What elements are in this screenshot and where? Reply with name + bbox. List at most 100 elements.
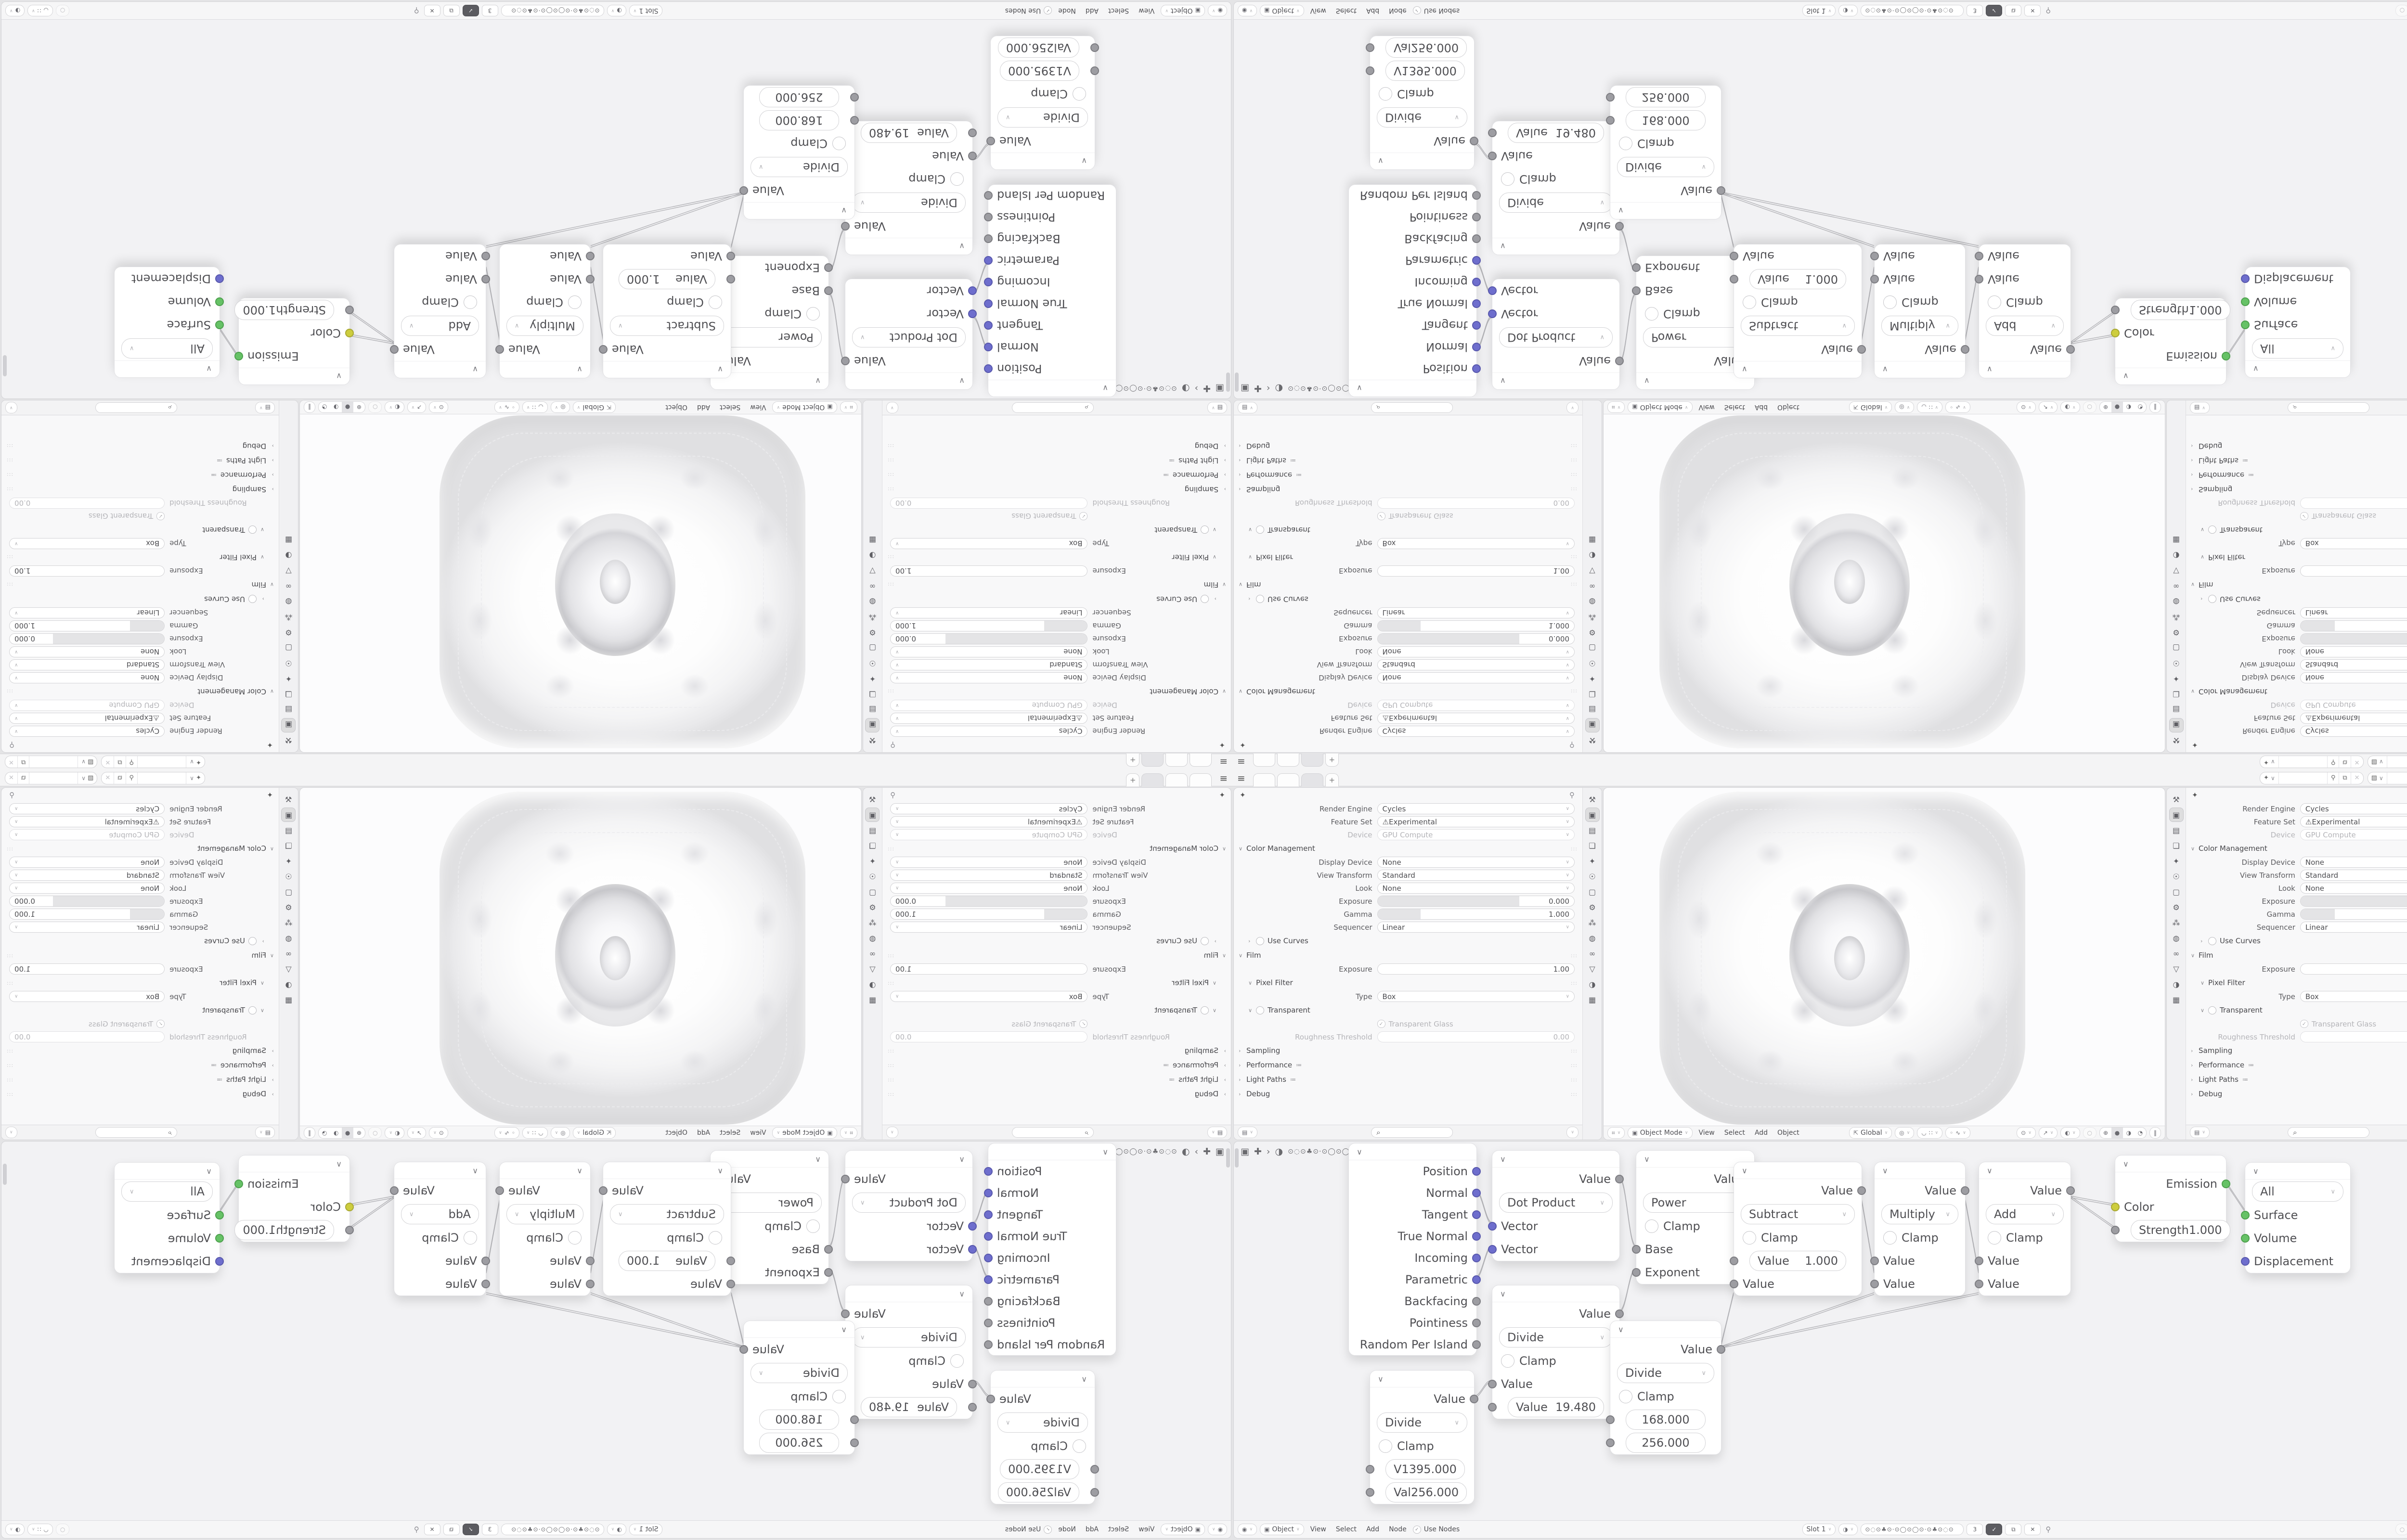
workspace-tab[interactable] [1277,773,1299,786]
preset-menu-icon[interactable]: ≔ [1163,472,1169,478]
input-socket[interactable] [824,286,833,295]
pin-icon[interactable]: ⚲ [1569,791,1575,799]
input-socket[interactable] [726,1280,735,1288]
section-color-management[interactable]: ∨Color Management::: [3,841,277,856]
output-socket[interactable] [1857,345,1866,354]
snap-dropdown[interactable]: ◡ ∷ ∨ [1917,1127,1943,1139]
overlays-dropdown[interactable]: ◑ ∨ [5,5,25,16]
section-pixel-filter[interactable]: ∨Pixel Filter::: [2188,975,2407,990]
select-sequencer[interactable]: Linear∨ [1377,922,1575,933]
properties-tab-8[interactable]: ⁂ [1588,918,1596,927]
properties-tab-6[interactable]: ▢ [868,887,877,897]
properties-tab-12[interactable]: ◑ [869,551,876,561]
select-render-engine[interactable]: Cycles∨ [2300,726,2407,737]
section-sampling[interactable]: ›Sampling::: [1236,1043,1580,1058]
properties-tab-5[interactable]: ☉ [285,659,292,668]
input-socket[interactable] [968,128,977,137]
properties-tab-3[interactable]: ❏ [1589,841,1596,850]
output-socket[interactable] [1472,343,1481,352]
field-exposure[interactable]: 0.000 [9,633,165,644]
section-sampling[interactable]: ›Sampling::: [3,1043,277,1058]
properties-tab-12[interactable]: ◑ [2173,551,2180,561]
pin-icon[interactable]: ⚲ [2045,1525,2051,1534]
properties-tab-1-active[interactable]: ▣ [1585,718,1600,732]
input-socket[interactable] [215,1211,224,1219]
section-color-management[interactable]: ∨Color Management::: [2188,684,2407,699]
node-collapse-header[interactable]: ∨ [1979,1162,2071,1179]
node-math-divide-b[interactable]: ∨ Value Divide ∨ Clamp 168.000 256.000 [739,1321,859,1455]
node-math-divide-c[interactable]: ∨ Value Divide ∨ Clamp V 1395.000 Val 256.000 [1366,1370,1478,1504]
field-gamma[interactable]: 1.000 [1377,909,1575,920]
input-socket[interactable] [215,297,224,306]
toggle-use-curves[interactable]: › Use Curves [1236,592,1580,606]
properties-tab-5[interactable]: ☉ [869,872,876,881]
select-device[interactable]: GPU Compute∨ [2300,700,2407,711]
node-collapse-header[interactable]: ∨ [1492,372,1619,389]
select-display-device[interactable]: None∨ [1377,857,1575,868]
input-socket[interactable] [1366,1465,1374,1474]
properties-tab-12[interactable]: ◑ [1589,979,1596,989]
add-workspace-button[interactable]: + [1126,773,1140,786]
properties-tab-10[interactable]: ∞ [869,582,876,591]
select-device[interactable]: GPU Compute∨ [890,700,1088,711]
users-count-button[interactable]: 3 [481,5,498,16]
menu-view[interactable]: View [1698,403,1715,411]
toggle-transparent[interactable]: ∨ Transparent [2188,1003,2407,1017]
search-input[interactable]: ⌕ [95,402,177,413]
input-socket[interactable] [1606,1415,1615,1424]
node-operation-dropdown[interactable]: Divide ∨ [997,1412,1088,1433]
annotation-toggle[interactable]: ○ [55,5,70,16]
properties-tab-13[interactable]: ▦ [285,536,293,545]
input-socket[interactable] [726,1257,735,1265]
output-socket[interactable] [1472,321,1481,330]
radio-toggle[interactable] [1201,595,1209,603]
xray-toggle[interactable]: ○ [368,1127,382,1139]
node-collapse-header[interactable]: ∨ [1492,1285,1619,1302]
field-roughness-threshold[interactable]: 0.00 [1377,498,1575,509]
value-field[interactable]: 168.000 [1626,1410,1706,1430]
orientation-dropdown[interactable]: ⇱ Global ∨ [572,401,616,413]
preset-menu-icon[interactable]: ≔ [2248,472,2254,478]
node-math-divide-c[interactable]: ∨ Value Divide ∨ Clamp V 1395.000 Val 256.000 [986,1370,1099,1504]
properties-tab-5[interactable]: ☉ [869,659,876,668]
node-math-multiply[interactable]: ∨ Value Multiply ∨ Clamp Value Value [495,244,595,378]
workspace-tab[interactable] [1190,754,1212,767]
menu-icon[interactable]: ≡ [1237,756,1245,768]
properties-tab-13[interactable]: ▦ [1588,536,1596,545]
node-math-multiply[interactable]: ∨ Value Multiply ∨ Clamp Value Value [1870,244,1969,378]
node-operation-dropdown[interactable]: Divide ∨ [751,157,848,177]
node-collapse-header[interactable]: ∨ [115,1163,220,1180]
output-socket[interactable] [2066,1186,2075,1195]
properties-tab-3[interactable]: ❏ [2173,841,2180,850]
field-gamma[interactable]: 1.000 [1377,620,1575,631]
value-field[interactable]: Val 256.000 [997,1482,1079,1502]
node-operation-dropdown[interactable]: Divide ∨ [751,1363,848,1383]
properties-tab-4[interactable]: ✦ [869,856,876,866]
input-socket[interactable] [1870,1257,1879,1265]
browse-material-dropdown[interactable]: ◑ ∨ [1838,5,1858,16]
select-render-engine[interactable]: Cycles∨ [890,803,1088,814]
add-workspace-button[interactable]: + [1126,754,1140,767]
node-operation-dropdown[interactable]: Subtract ∨ [610,316,724,336]
preset-menu-icon[interactable]: ≔ [2242,457,2248,464]
section-debug[interactable]: ›Debug::: [3,439,277,453]
properties-tab-9[interactable]: ◍ [1589,597,1596,607]
field-exposure[interactable]: 1.00 [890,963,1088,975]
measure-dropdown[interactable]: ↗ ∨ [407,1127,427,1139]
properties-tab-0[interactable]: ⚒ [1589,736,1596,745]
properties-tab-0[interactable]: ⚒ [2173,736,2180,745]
properties-tab-0[interactable]: ⚒ [1589,795,1596,804]
material-name-field[interactable]: ⊙◌⊙♣⊙·⊙◯⊙◯⊙·⊙♣⊙◌⊙ [501,5,604,16]
menu-select[interactable]: Select [1108,7,1129,14]
input-socket[interactable] [968,1403,977,1412]
menu-object[interactable]: Object [1777,1129,1799,1137]
output-socket[interactable] [984,1167,993,1176]
output-socket[interactable] [841,1309,850,1318]
input-socket[interactable] [1366,43,1374,52]
menu-view[interactable]: View [750,403,766,411]
checkbox-transparent-glass[interactable]: ✓ Transparent Glass [9,1020,165,1028]
close-icon[interactable]: ✕ [9,774,14,782]
output-socket[interactable] [1472,1253,1481,1262]
orientation-dropdown[interactable]: ⇱ Global ∨ [1849,1127,1892,1139]
node-operation-dropdown[interactable]: Multiply ∨ [506,1204,583,1224]
